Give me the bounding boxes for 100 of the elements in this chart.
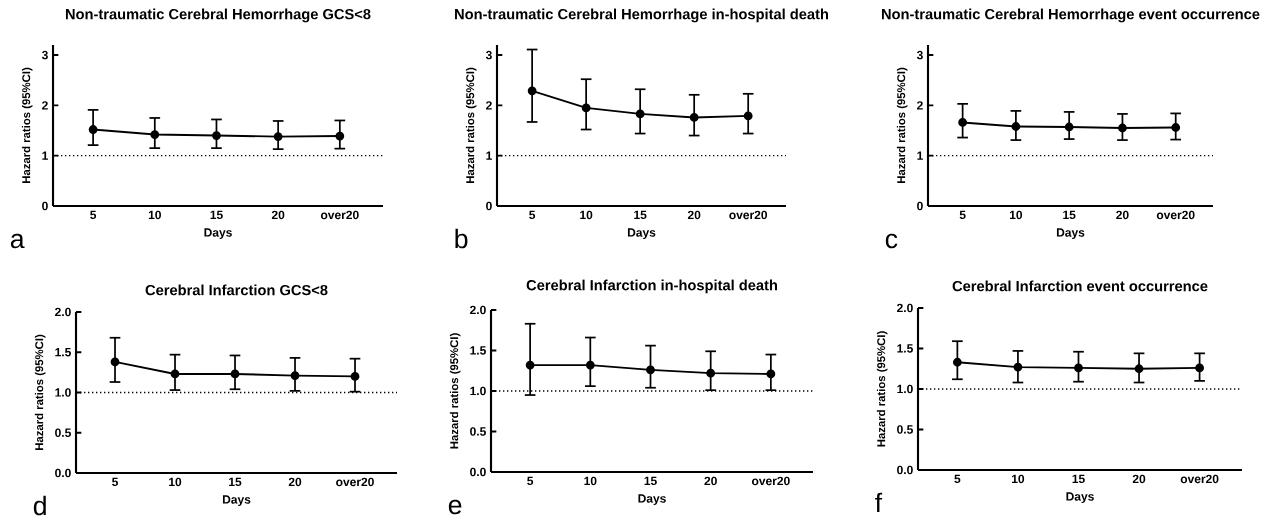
x-tick-label: over20 — [1180, 474, 1219, 484]
x-tick-label: over20 — [751, 476, 790, 486]
x-tick-label: 10 — [148, 210, 161, 220]
chart-title: Cerebral Infarction in-hospital death — [526, 279, 777, 294]
point — [581, 103, 591, 113]
x-tick-label: 15 — [229, 477, 242, 487]
y-tick-label: 2.0 — [55, 307, 71, 317]
y-tick-label: 1 — [917, 151, 923, 160]
chart-title: Non-traumatic Cerebral Hemorrhage GCS<8 — [65, 8, 371, 23]
x-tick-label: 5 — [529, 210, 536, 220]
y-tick-label: 1.0 — [55, 388, 71, 397]
y-axis-title: Hazard ratios (95%CI) — [34, 334, 46, 450]
x-tick-label: 15 — [634, 210, 647, 220]
chart-title: Non-traumatic Cerebral Hemorrhage in-hospital death — [455, 8, 829, 23]
point — [646, 365, 655, 375]
point — [273, 132, 283, 141]
x-tick-label: 20 — [687, 210, 701, 220]
x-tick-label: over20 — [1156, 210, 1195, 220]
y-tick-label: 3 — [485, 50, 492, 60]
point — [335, 131, 345, 141]
x-tick-label: 20 — [704, 476, 717, 486]
y-axis-title: Hazard ratios (95%CI) — [876, 331, 888, 447]
x-tick-label: 15 — [210, 210, 223, 220]
x-tick-label: 5 — [90, 210, 97, 220]
x-tick-label: 5 — [959, 210, 966, 220]
point — [635, 109, 645, 119]
y-axis-title: Hazard ratios (95%CI) — [449, 333, 461, 449]
text: f — [875, 492, 883, 512]
x-tick-label: 20 — [1132, 474, 1146, 484]
x-axis-title: Days — [627, 228, 656, 240]
chart-title: Cerebral Infarction GCS<8 — [145, 284, 328, 296]
x-tick-label: 10 — [1012, 474, 1025, 484]
point — [88, 125, 98, 134]
y-axis-title: Hazard ratios (95%CI) — [21, 67, 33, 183]
chart-title: Cerebral Infarction event occurrence — [952, 280, 1208, 292]
x-tick-label: 10 — [580, 210, 593, 220]
y-tick-label: 1 — [42, 151, 48, 160]
text: c — [885, 233, 898, 249]
point — [706, 368, 716, 378]
y-tick-label: 0.0 — [470, 467, 486, 477]
y-tick-label: 0 — [42, 201, 48, 211]
text: a — [10, 233, 25, 249]
point — [110, 357, 120, 367]
x-tick-label: 10 — [1009, 210, 1023, 220]
x-axis-title: Days — [1066, 492, 1094, 504]
y-tick-label: 2.0 — [470, 305, 486, 315]
x-tick-label: 20 — [1116, 210, 1129, 220]
text: b — [455, 228, 468, 249]
y-tick-label: 2 — [917, 101, 923, 110]
y-axis-title: Hazard ratios (95%CI) — [896, 67, 908, 183]
y-tick-label: 0.5 — [470, 427, 486, 436]
y-tick-label: 1.0 — [897, 384, 913, 394]
y-axis-title: Hazard ratios (95%CI) — [465, 67, 477, 183]
y-tick-label: 2 — [42, 101, 48, 110]
y-tick-label: 2.0 — [897, 303, 913, 313]
x-axis-title: Days — [222, 495, 251, 507]
y-tick-label: 1.5 — [897, 344, 913, 353]
x-axis-title: Days — [204, 228, 232, 240]
point — [766, 369, 776, 379]
x-axis-title: Days — [638, 494, 666, 506]
y-tick-label: 0 — [486, 201, 492, 211]
point — [527, 86, 537, 96]
y-tick-label: 3 — [916, 50, 923, 60]
point — [230, 369, 240, 379]
point — [585, 360, 595, 370]
text: e — [448, 499, 462, 515]
chart-title: Non-traumatic Cerebral Hemorrhage event occurrence — [881, 8, 1260, 23]
point — [170, 369, 180, 379]
x-tick-label: 5 — [954, 474, 961, 484]
y-tick-label: 0 — [917, 201, 923, 211]
text: d — [33, 495, 46, 516]
x-axis-title: Days — [1056, 228, 1085, 240]
y-tick-label: 1.5 — [55, 348, 71, 357]
point — [212, 131, 221, 140]
point — [150, 130, 160, 139]
point — [743, 111, 753, 121]
x-tick-label: 15 — [1063, 210, 1076, 220]
point — [525, 360, 535, 370]
y-tick-label: 1 — [486, 151, 492, 160]
x-tick-label: over20 — [729, 210, 768, 220]
x-tick-label: 5 — [527, 476, 534, 486]
x-tick-label: 5 — [112, 477, 119, 487]
x-tick-label: over20 — [320, 210, 359, 220]
y-tick-label: 1.5 — [470, 346, 486, 355]
x-tick-label: 10 — [584, 476, 597, 486]
y-tick-label: 0.0 — [55, 468, 71, 478]
y-tick-label: 0.5 — [55, 428, 71, 437]
y-tick-label: 1.0 — [470, 386, 486, 396]
y-tick-label: 3 — [41, 50, 48, 60]
y-tick-label: 2 — [486, 101, 492, 110]
x-tick-label: 15 — [1072, 474, 1085, 484]
x-tick-label: 20 — [288, 477, 302, 487]
y-tick-label: 0.5 — [897, 425, 913, 434]
x-tick-label: 20 — [271, 210, 285, 220]
y-tick-label: 0.0 — [897, 465, 913, 475]
point — [689, 113, 699, 122]
x-tick-label: over20 — [336, 477, 374, 487]
x-tick-label: 15 — [644, 476, 657, 486]
point — [350, 371, 360, 381]
point — [290, 371, 300, 380]
